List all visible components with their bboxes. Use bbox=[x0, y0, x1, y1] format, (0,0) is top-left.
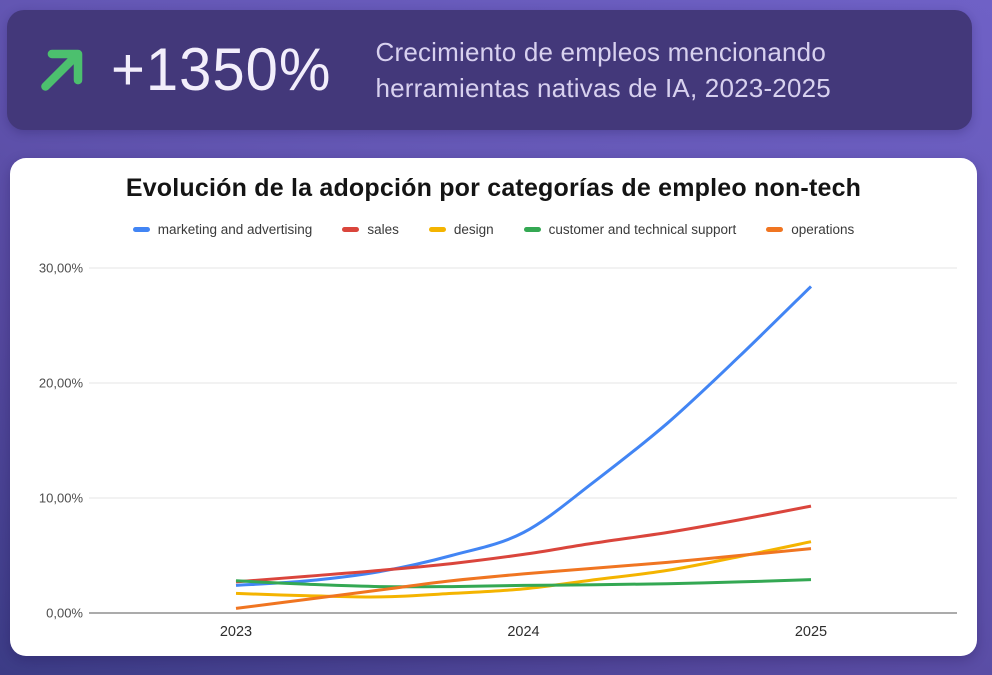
legend-dash-icon bbox=[428, 227, 446, 232]
growth-arrow-icon bbox=[31, 39, 93, 101]
growth-banner: +1350% Crecimiento de empleos mencionand… bbox=[7, 10, 972, 130]
y-axis-tick-label: 0,00% bbox=[46, 606, 83, 621]
x-axis-tick-label: 2024 bbox=[507, 624, 539, 640]
legend-item: marketing and advertising bbox=[132, 222, 313, 237]
legend-label: marketing and advertising bbox=[157, 222, 313, 237]
chart-card: Evolución de la adopción por categorías … bbox=[10, 158, 977, 656]
legend-item: operations bbox=[766, 222, 854, 237]
y-axis-tick-label: 10,00% bbox=[39, 491, 84, 506]
chart-title: Evolución de la adopción por categorías … bbox=[125, 174, 862, 202]
y-axis-tick-label: 20,00% bbox=[39, 376, 84, 391]
legend-dash-icon bbox=[132, 227, 150, 232]
series-line-sales bbox=[235, 504, 812, 584]
series-line-operations bbox=[235, 547, 812, 610]
x-axis-tick-label: 2025 bbox=[795, 624, 827, 640]
banner-description-line1: Crecimiento de empleos mencionando bbox=[375, 37, 826, 67]
series-line-marketing-and-advertising bbox=[235, 285, 813, 587]
series-line-design bbox=[235, 540, 812, 599]
legend-label: sales bbox=[367, 222, 399, 237]
line-chart-plot: 30,00% 20,00% 10,00% 0,00% 2023 2024 2025 bbox=[39, 261, 957, 640]
legend-item: customer and technical support bbox=[523, 222, 737, 237]
x-axis-tick-label: 2023 bbox=[220, 624, 252, 640]
series-line-customer-and-technical-support bbox=[235, 578, 812, 589]
banner-description-line2: herramientas nativas de IA, 2023-2025 bbox=[375, 73, 831, 103]
legend-label: design bbox=[453, 222, 494, 237]
legend-dash-icon bbox=[766, 227, 784, 232]
legend-dash-icon bbox=[342, 227, 360, 232]
legend-label: operations bbox=[791, 222, 855, 237]
growth-stat: +1350% bbox=[111, 35, 332, 104]
chart-legend: marketing and advertising sales design cust… bbox=[10, 222, 977, 237]
legend-item: design bbox=[428, 222, 494, 237]
legend-dash-icon bbox=[523, 227, 541, 232]
y-axis-tick-label: 30,00% bbox=[39, 261, 84, 276]
legend-item: sales bbox=[342, 222, 399, 237]
legend-label: customer and technical support bbox=[548, 222, 737, 237]
banner-description: Crecimiento de empleos mencionando herra… bbox=[375, 34, 830, 106]
